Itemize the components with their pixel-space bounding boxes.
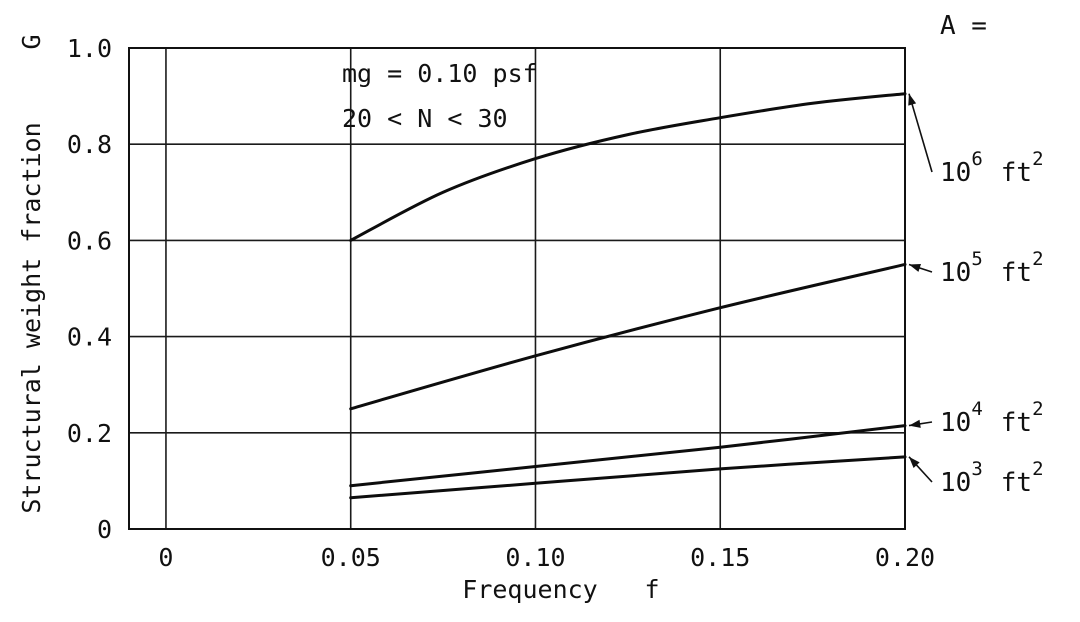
series-pointer-head-5 [909, 264, 921, 272]
y-axis-title: Structural weight fraction [17, 122, 46, 513]
curves-layer [349, 92, 907, 500]
series-line-6 [349, 92, 907, 242]
x-tick-label: 0.15 [690, 543, 750, 572]
y-tick-label: 0.2 [67, 419, 112, 448]
series-line-3 [349, 455, 907, 500]
tick-labels: 0 0.05 0.10 0.15 0.20 0 0.2 0.4 0.6 0.8 1.0 [67, 34, 935, 572]
series-line-5 [349, 262, 907, 411]
annotation-n-range: 20 < N < 30 [342, 104, 508, 133]
y-tick-label: 0.6 [67, 226, 112, 255]
series-label-5: 105 ft2 [940, 248, 1044, 288]
x-axis-symbol: f [644, 575, 659, 604]
y-tick-label: 0 [97, 515, 112, 544]
series-pointer-head-6 [908, 93, 917, 106]
plot-frame [128, 47, 906, 530]
series-header-label: A = [940, 11, 987, 41]
x-axis-title: Frequency [462, 575, 597, 604]
series-pointer-head-4 [909, 419, 921, 428]
series-label-3: 103 ft2 [940, 458, 1044, 498]
series-line-4 [349, 424, 907, 488]
series-label-6: 106 ft2 [940, 148, 1044, 188]
series-pointer-6 [908, 93, 933, 173]
annotation-mg: mg = 0.10 psf [342, 59, 538, 88]
y-tick-label: 0.4 [67, 323, 112, 352]
series-labels: 106 ft2 105 ft2 104 ft2 103 ft2 [908, 93, 1044, 498]
x-tick-label: 0 [158, 543, 173, 572]
x-tick-label: 0.10 [505, 543, 565, 572]
y-tick-label: 0.8 [67, 130, 112, 159]
series-label-4: 104 ft2 [940, 398, 1044, 438]
x-tick-label: 0.20 [875, 543, 935, 572]
y-tick-label: 1.0 [67, 34, 112, 63]
y-axis-symbol: G [17, 34, 46, 49]
series-pointer-head-3 [909, 456, 920, 468]
grid-layer [129, 48, 905, 529]
x-tick-label: 0.05 [321, 543, 381, 572]
